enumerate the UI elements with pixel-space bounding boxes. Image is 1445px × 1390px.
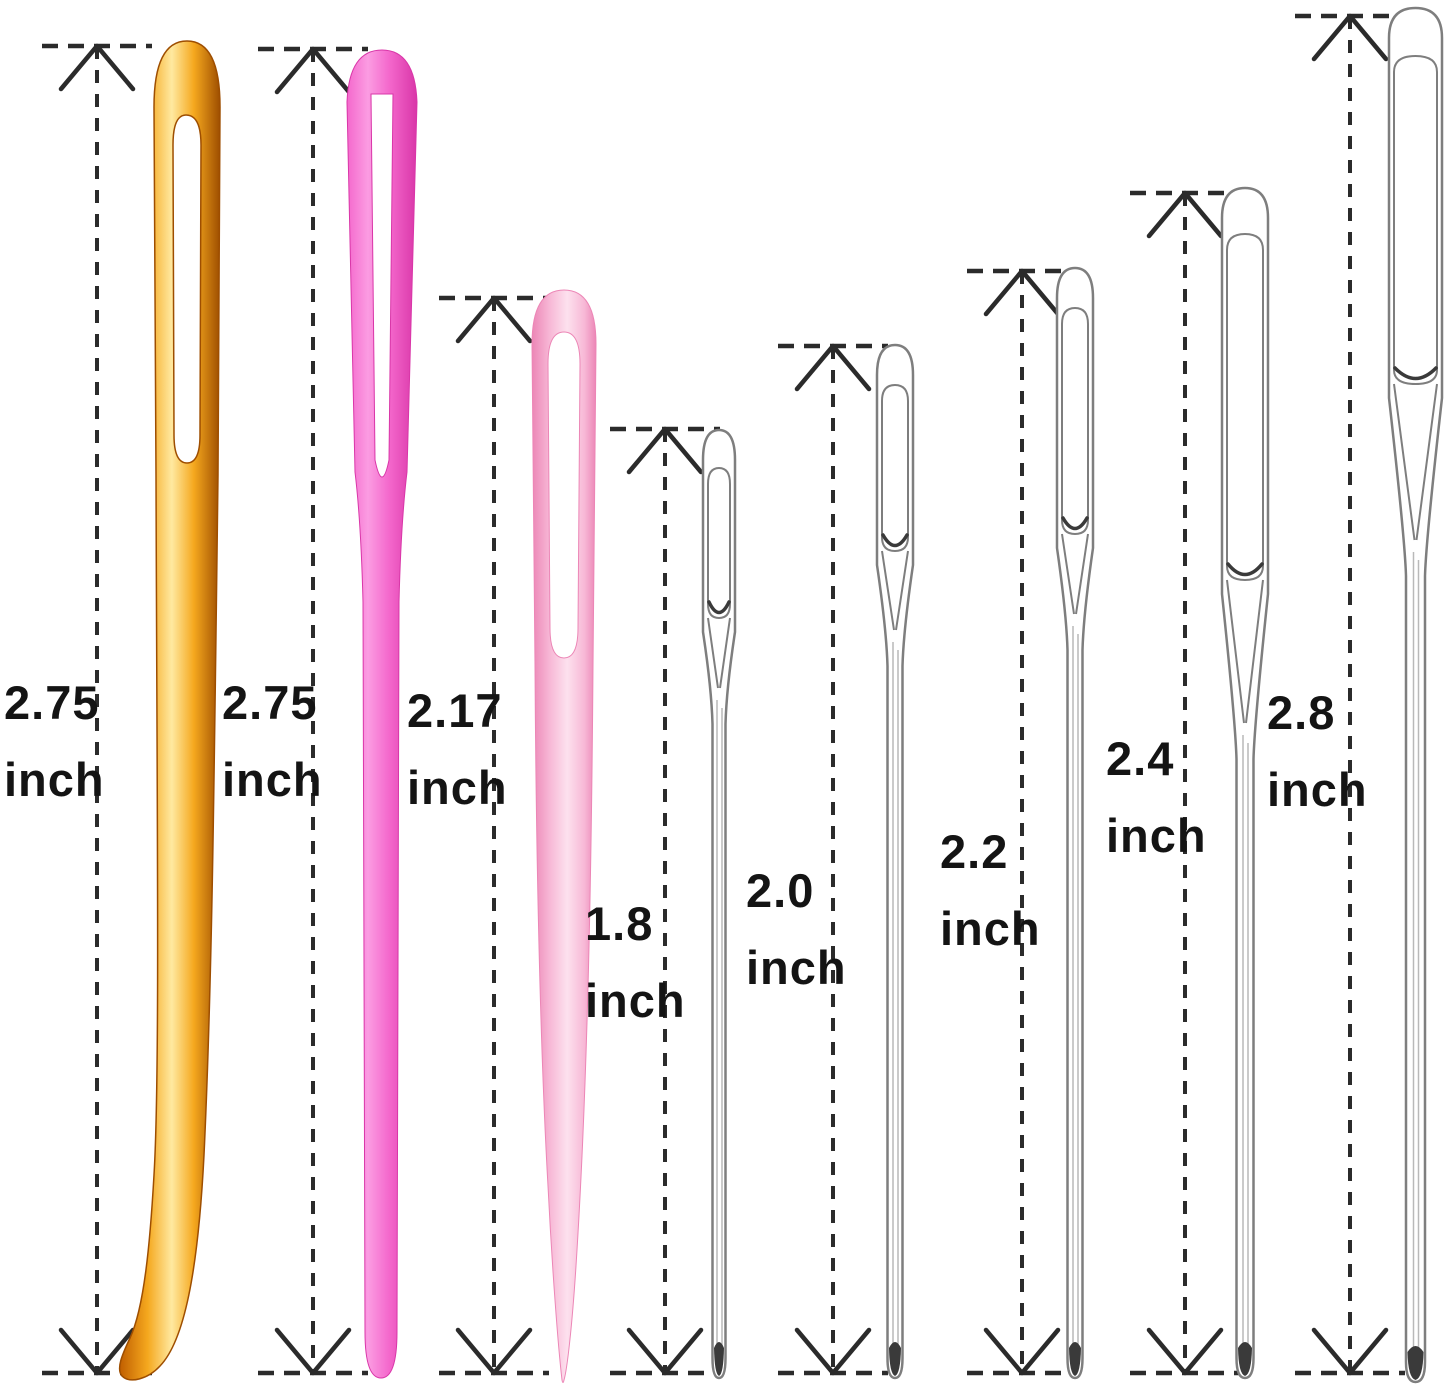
steel-needle-large-illustration	[1220, 186, 1270, 1380]
hot-pink-yarn-needle-illustration	[346, 49, 418, 1379]
dimension-unit: inch	[940, 902, 1041, 955]
measurement-line-steel-extra-large	[1295, 13, 1405, 1376]
dimension-label-steel-medium-small: 2.0 inch	[746, 852, 847, 1006]
dimension-label-steel-extra-large: 2.8 inch	[1267, 674, 1368, 828]
dimension-label-hot-pink: 2.75 inch	[222, 664, 323, 818]
steel-needle-small-illustration	[701, 428, 737, 1380]
dimension-unit: inch	[222, 753, 323, 806]
gold-yarn-needle-illustration	[118, 40, 221, 1381]
dimension-value: 2.75	[222, 676, 318, 729]
dimension-value: 2.17	[407, 684, 503, 737]
measurement-line-steel-medium	[967, 268, 1077, 1376]
dimension-unit: inch	[746, 941, 847, 994]
dimension-unit: inch	[1267, 763, 1368, 816]
dimension-label-light-pink: 2.17 inch	[407, 672, 508, 826]
dimension-value: 2.2	[940, 825, 1009, 878]
measurement-line-light-pink	[439, 295, 549, 1376]
dimension-label-steel-large: 2.4 inch	[1106, 720, 1207, 874]
dimension-value: 2.8	[1267, 686, 1336, 739]
dimension-unit: inch	[585, 974, 686, 1027]
measurement-line-hot-pink	[258, 46, 368, 1376]
dimension-value: 2.4	[1106, 732, 1175, 785]
dimension-value: 2.75	[4, 676, 100, 729]
dimension-unit: inch	[1106, 809, 1207, 862]
light-pink-yarn-needle-illustration	[531, 289, 597, 1383]
dimension-unit: inch	[407, 761, 508, 814]
measurement-line-steel-large	[1130, 190, 1240, 1376]
dimension-label-gold: 2.75 inch	[4, 664, 105, 818]
dimension-unit: inch	[4, 753, 105, 806]
steel-needle-medium-illustration	[1055, 266, 1095, 1380]
measurement-line-steel-small	[610, 426, 720, 1376]
dimension-value: 2.0	[746, 864, 815, 917]
steel-needle-medium-small-illustration	[875, 343, 915, 1380]
dimension-value: 1.8	[585, 897, 654, 950]
measurement-line-steel-medium-small	[778, 343, 888, 1376]
dimension-label-steel-small: 1.8 inch	[585, 885, 686, 1039]
dimension-label-steel-medium: 2.2 inch	[940, 813, 1041, 967]
steel-needle-extra-large-illustration	[1387, 6, 1444, 1384]
